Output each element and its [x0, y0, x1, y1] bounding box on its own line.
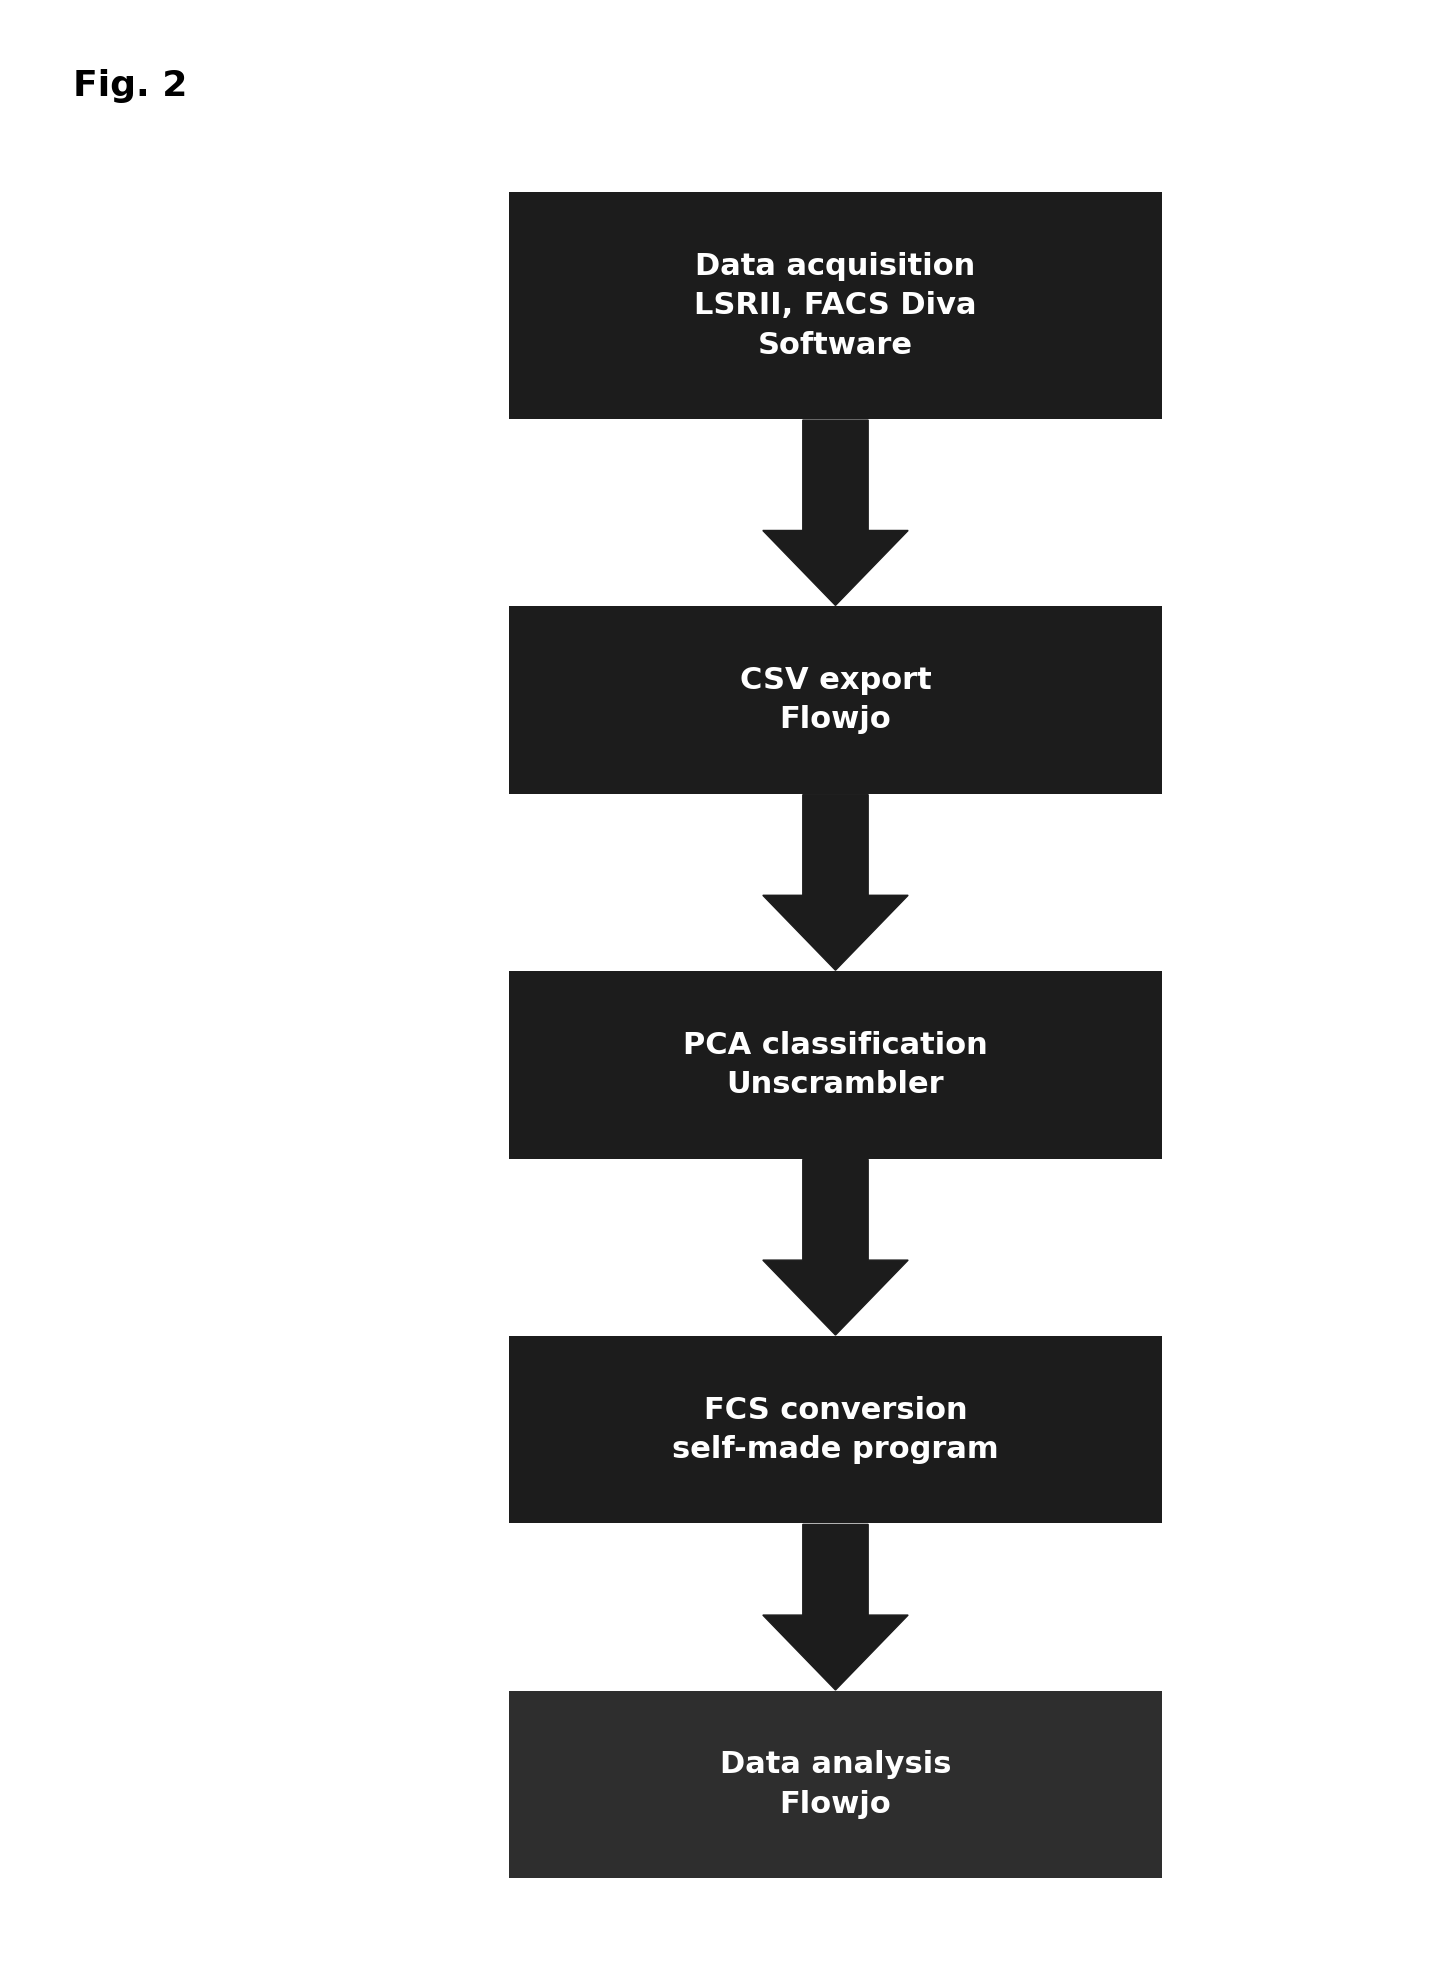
FancyBboxPatch shape: [509, 1337, 1162, 1522]
FancyBboxPatch shape: [509, 1690, 1162, 1877]
Text: PCA classification
Unscrambler: PCA classification Unscrambler: [683, 1031, 988, 1098]
FancyArrow shape: [763, 795, 908, 970]
FancyBboxPatch shape: [509, 607, 1162, 793]
FancyArrow shape: [763, 1524, 908, 1690]
FancyBboxPatch shape: [509, 193, 1162, 420]
Text: CSV export
Flowjo: CSV export Flowjo: [740, 667, 931, 734]
Text: Data analysis
Flowjo: Data analysis Flowjo: [719, 1751, 952, 1818]
Text: Data acquisition
LSRII, FACS Diva
Software: Data acquisition LSRII, FACS Diva Softwa…: [695, 252, 976, 359]
FancyBboxPatch shape: [509, 970, 1162, 1158]
FancyArrow shape: [763, 1160, 908, 1335]
Text: Fig. 2: Fig. 2: [73, 69, 187, 103]
FancyArrow shape: [763, 420, 908, 605]
Text: FCS conversion
self-made program: FCS conversion self-made program: [673, 1396, 998, 1463]
